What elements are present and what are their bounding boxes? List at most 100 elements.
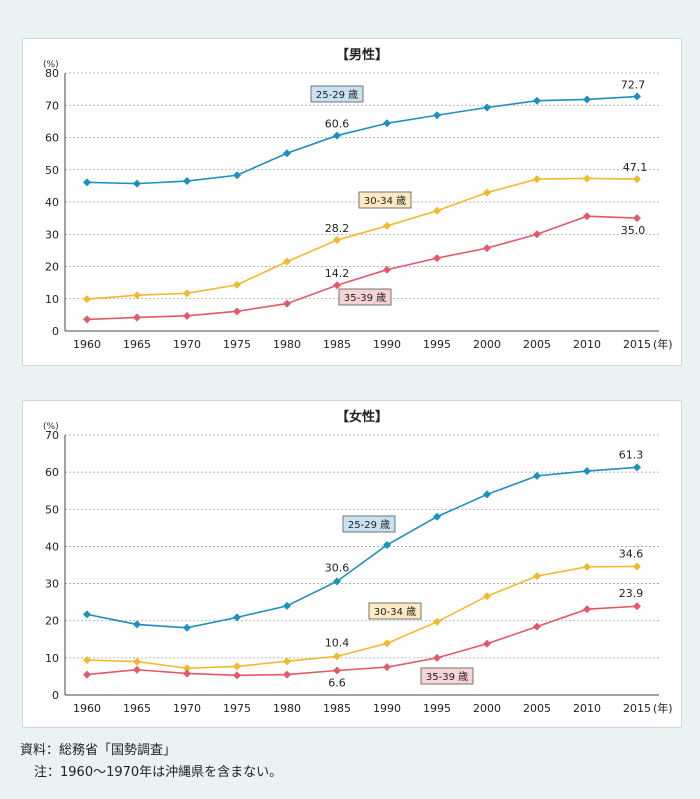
- female-series-line-0: [86, 466, 638, 629]
- male-x-tick-label: 2000: [473, 338, 501, 351]
- male-x-tick-label: 1995: [423, 338, 451, 351]
- female-data-point: [383, 639, 391, 648]
- female-data-point: [383, 540, 391, 549]
- female-data-point: [483, 490, 491, 499]
- female-data-point: [233, 662, 241, 671]
- male-series-label: 35-39 歳: [344, 292, 386, 304]
- male-y-unit: (%): [43, 60, 59, 70]
- female-data-point: [233, 613, 241, 622]
- female-data-point: [633, 562, 641, 571]
- female-data-point: [133, 620, 141, 629]
- female-x-tick-label: 2005: [523, 702, 551, 715]
- male-data-point: [283, 257, 291, 266]
- female-y-tick-label: 0: [52, 689, 59, 702]
- male-chart-panel: 【男性】 (%) 0 10 20 30 40 50 60 70 80 1960 1965 1970 1975…: [22, 38, 682, 366]
- male-x-tick-label: 2005: [523, 338, 551, 351]
- note-text: 注：1960～1970年は沖縄県を含まない。: [34, 765, 283, 780]
- male-data-point: [183, 311, 191, 320]
- female-data-point: [283, 670, 291, 679]
- female-data-point: [533, 572, 541, 581]
- female-x-tick-label: 1985: [323, 702, 351, 715]
- male-data-point: [533, 175, 541, 184]
- female-data-point: [133, 665, 141, 674]
- male-data-point: [583, 95, 591, 104]
- male-y-tick-label: 40: [45, 196, 59, 209]
- male-data-label: 35.0: [621, 224, 646, 237]
- female-x-tick-label: 1970: [173, 702, 201, 715]
- female-series-label-box: [368, 602, 422, 620]
- female-data-point: [383, 663, 391, 672]
- male-x-tick-label: 1975: [223, 338, 251, 351]
- female-y-tick-label: 10: [45, 652, 59, 665]
- female-data-label: 6.6: [328, 676, 346, 689]
- female-y-unit: (%): [43, 422, 59, 432]
- male-line-chart: 【男性】 (%) 0 10 20 30 40 50 60 70 80 1960 1965 1970 1975…: [43, 47, 673, 351]
- male-x-tick-label: 1965: [123, 338, 151, 351]
- female-chart-panel: 【女性】 (%) 0 10 20 30 40 50 60 70 1960 1965 1970 1975 19…: [22, 400, 682, 728]
- male-data-point: [83, 315, 91, 324]
- male-data-point: [433, 254, 441, 263]
- male-series-line-1: [86, 177, 638, 300]
- male-data-point: [333, 131, 341, 140]
- male-series-label: 25-29 歳: [316, 89, 358, 101]
- female-data-point: [183, 669, 191, 678]
- male-y-tick-label: 0: [52, 325, 59, 338]
- female-y-tick-label: 40: [45, 540, 59, 553]
- female-series-label: 35-39 歳: [426, 671, 468, 683]
- male-data-point: [383, 265, 391, 274]
- female-x-tick-label: 2015: [623, 702, 651, 715]
- female-data-point: [183, 664, 191, 673]
- male-data-point: [633, 214, 641, 223]
- female-data-point: [283, 601, 291, 610]
- male-data-point: [533, 96, 541, 105]
- female-data-point: [583, 605, 591, 614]
- male-data-point: [283, 299, 291, 308]
- male-data-point: [583, 212, 591, 221]
- male-data-point: [183, 289, 191, 298]
- male-data-point: [583, 174, 591, 183]
- male-data-point: [533, 230, 541, 239]
- male-y-tick-label: 70: [45, 99, 59, 112]
- male-data-point: [383, 221, 391, 230]
- female-x-tick-label: 2000: [473, 702, 501, 715]
- female-series-line-1: [86, 565, 638, 670]
- male-data-point: [133, 313, 141, 322]
- male-y-tick-label: 80: [45, 67, 59, 80]
- female-x-tick-label: 1990: [373, 702, 401, 715]
- male-chart-title: 【男性】: [336, 47, 388, 63]
- female-x-tick-label: 1995: [423, 702, 451, 715]
- male-data-point: [333, 236, 341, 245]
- male-data-point: [83, 178, 91, 187]
- male-x-tick-label: 2015: [623, 338, 651, 351]
- female-data-point: [483, 639, 491, 648]
- female-data-label: 34.6: [619, 547, 644, 560]
- female-data-point: [533, 471, 541, 480]
- male-y-tick-label: 50: [45, 164, 59, 177]
- female-x-tick-label: 1960: [73, 702, 101, 715]
- male-series-line-0: [86, 95, 638, 185]
- female-series-label-box: [420, 667, 474, 685]
- female-data-point: [133, 657, 141, 666]
- male-data-point: [383, 119, 391, 128]
- male-data-point: [633, 175, 641, 184]
- female-data-label: 10.4: [325, 636, 350, 649]
- male-series-label: 30-34 歳: [364, 195, 406, 207]
- male-data-point: [83, 295, 91, 304]
- female-data-point: [583, 467, 591, 476]
- female-data-point: [183, 623, 191, 632]
- male-x-tick-label: 1990: [373, 338, 401, 351]
- male-data-point: [133, 291, 141, 300]
- female-y-tick-label: 50: [45, 503, 59, 516]
- male-series-line-2: [86, 215, 638, 321]
- female-chart-title: 【女性】: [336, 409, 388, 425]
- male-x-tick-label: 1970: [173, 338, 201, 351]
- female-data-point: [333, 577, 341, 586]
- male-x-tick-label: 1960: [73, 338, 101, 351]
- male-y-tick-label: 30: [45, 228, 59, 241]
- male-data-point: [433, 111, 441, 120]
- female-x-tick-label: 2010: [573, 702, 601, 715]
- male-x-tick-label: 2010: [573, 338, 601, 351]
- female-data-label: 30.6: [325, 561, 350, 574]
- male-x-unit: (年): [653, 337, 673, 351]
- male-data-point: [133, 179, 141, 188]
